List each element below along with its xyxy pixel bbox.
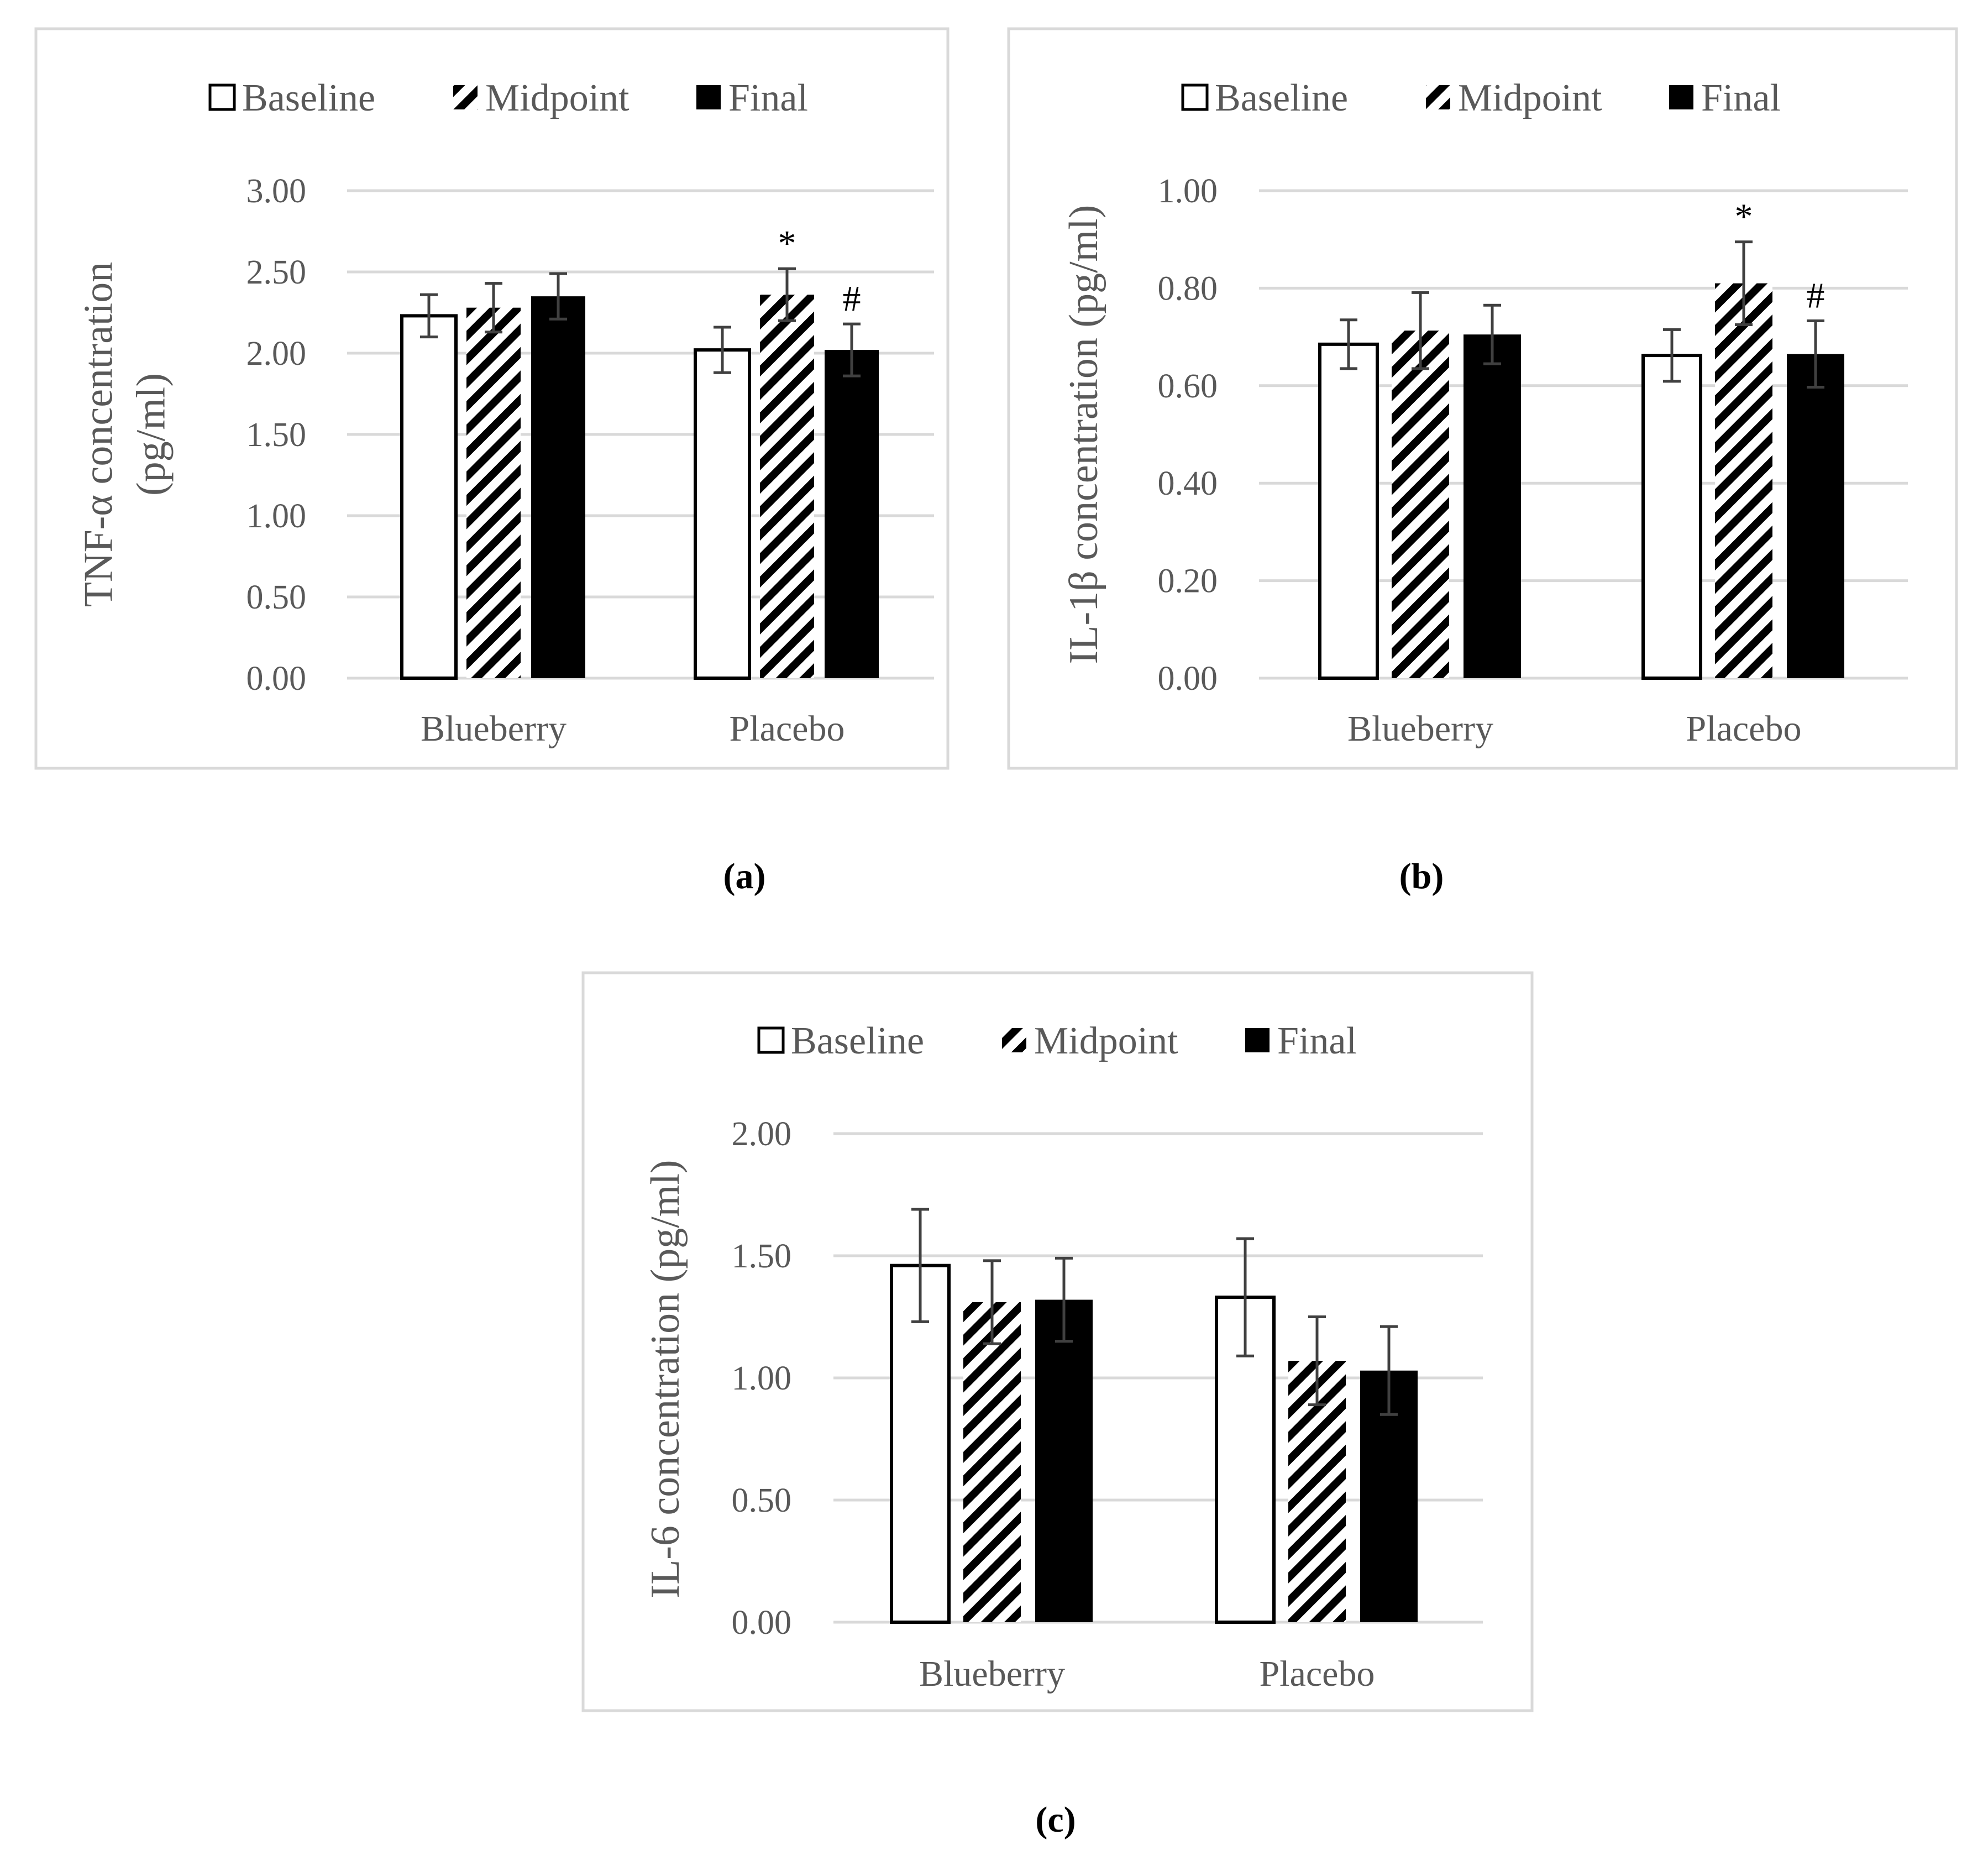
y-tick-label: 1.50 bbox=[246, 416, 307, 454]
y-tick-label: 0.40 bbox=[1158, 465, 1218, 502]
y-tick-label: 0.50 bbox=[732, 1482, 792, 1519]
chart-panel-1: 0.00 0.50 1.00 1.50 2.00 2.50 3.00 * # Blueberry P… bbox=[34, 27, 950, 770]
error-bar bbox=[911, 1208, 929, 1323]
legend-swatch-final bbox=[1245, 1028, 1270, 1052]
y-axis-label: TNF-α concentration bbox=[76, 262, 122, 607]
y-tick-label: 1.00 bbox=[246, 497, 307, 535]
legend-label-midpoint: Midpoint bbox=[485, 77, 630, 119]
y-tick-label: 2.00 bbox=[732, 1115, 792, 1153]
error-bar bbox=[549, 272, 567, 321]
bar-final-placebo bbox=[825, 350, 879, 678]
legend-swatch-midpoint bbox=[453, 85, 478, 109]
error-bar bbox=[1380, 1325, 1398, 1416]
legend-label-final: Final bbox=[1277, 1020, 1357, 1062]
legend-label-baseline: Baseline bbox=[242, 77, 375, 119]
x-category-label: Blueberry bbox=[1347, 709, 1493, 749]
chart-panel-3: 0.00 0.50 1.00 1.50 2.00 Blueberry Placebo IL-6… bbox=[581, 971, 1534, 1712]
legend-swatch-baseline bbox=[1181, 83, 1209, 111]
significance-hash: # bbox=[843, 279, 861, 319]
legend-swatch-final bbox=[696, 85, 721, 109]
y-axis-label: IL-1β concentration (pg/ml) bbox=[1061, 205, 1106, 664]
bar-baseline-placebo bbox=[1641, 354, 1702, 680]
y-tick-label: 1.50 bbox=[732, 1238, 792, 1275]
y-tick-label: 0.80 bbox=[1158, 270, 1218, 307]
y-tick-label: 1.00 bbox=[1158, 172, 1218, 210]
error-bar bbox=[1055, 1256, 1073, 1343]
legend-label-baseline: Baseline bbox=[1215, 77, 1348, 119]
bar-final-blueberry bbox=[531, 296, 585, 678]
y-axis-label: IL-6 concentration (pg/ml) bbox=[643, 1160, 688, 1598]
panel-label: (b) bbox=[1399, 856, 1444, 896]
legend-swatch-final bbox=[1669, 85, 1693, 109]
legend-label-midpoint: Midpoint bbox=[1034, 1020, 1178, 1062]
legend-label-baseline: Baseline bbox=[791, 1020, 924, 1062]
bar-baseline-blueberry bbox=[400, 314, 458, 680]
error-bar bbox=[1236, 1237, 1254, 1357]
chart-panel-2: 0.00 0.20 0.40 0.60 0.80 1.00 * # Blueberry Place… bbox=[1007, 27, 1958, 770]
legend-swatch-midpoint bbox=[1426, 85, 1450, 109]
error-bar bbox=[1483, 303, 1501, 365]
y-tick-label: 3.00 bbox=[246, 172, 307, 210]
error-bar bbox=[983, 1259, 1001, 1345]
y-tick-label: 1.00 bbox=[732, 1360, 792, 1397]
y-tick-label: 0.60 bbox=[1158, 368, 1218, 405]
legend-label-final: Final bbox=[728, 77, 808, 119]
legend: Baseline Midpoint Final bbox=[208, 77, 808, 119]
legend-label-midpoint: Midpoint bbox=[1458, 77, 1602, 119]
legend-swatch-baseline bbox=[208, 83, 236, 111]
error-bar bbox=[1340, 318, 1357, 370]
bar-baseline-blueberry bbox=[1318, 342, 1379, 680]
y-tick-label: 0.00 bbox=[732, 1604, 792, 1642]
error-bar bbox=[420, 293, 438, 339]
bar-midpoint-blueberry bbox=[963, 1302, 1021, 1622]
error-bar bbox=[714, 326, 731, 374]
bar-midpoint-blueberry bbox=[466, 307, 521, 678]
y-tick-label: 2.00 bbox=[246, 335, 307, 373]
x-category-label: Placebo bbox=[1260, 1654, 1375, 1694]
error-bar bbox=[1735, 240, 1753, 327]
legend-label-final: Final bbox=[1701, 77, 1781, 119]
error-bar bbox=[843, 322, 861, 378]
legend-swatch-baseline bbox=[757, 1026, 785, 1054]
y-tick-label: 0.00 bbox=[1158, 660, 1218, 698]
panel-label: (a) bbox=[723, 856, 766, 896]
y-tick-label: 0.50 bbox=[246, 579, 307, 616]
x-category-label: Placebo bbox=[1686, 709, 1802, 749]
bar-final-blueberry bbox=[1464, 334, 1521, 678]
x-category-label: Placebo bbox=[730, 709, 845, 749]
significance-hash: # bbox=[1807, 275, 1825, 316]
bar-midpoint-placebo bbox=[1715, 283, 1772, 678]
y-tick-label: 0.20 bbox=[1158, 563, 1218, 600]
error-bar bbox=[485, 282, 502, 334]
significance-asterisk: * bbox=[778, 223, 796, 264]
bar-baseline-placebo bbox=[694, 348, 751, 680]
error-bar bbox=[778, 267, 796, 322]
y-tick-label: 2.50 bbox=[246, 254, 307, 291]
bar-final-placebo bbox=[1787, 354, 1844, 678]
legend-swatch-midpoint bbox=[1002, 1028, 1026, 1052]
y-tick-label: 0.00 bbox=[246, 660, 307, 698]
legend: Baseline Midpoint Final bbox=[1181, 77, 1781, 119]
x-category-label: Blueberry bbox=[919, 1654, 1065, 1694]
y-axis-label: (pg/ml) bbox=[129, 373, 174, 496]
x-category-label: Blueberry bbox=[421, 709, 566, 749]
significance-asterisk: * bbox=[1735, 197, 1753, 237]
bar-final-blueberry bbox=[1035, 1299, 1093, 1622]
panel-label: (c) bbox=[1035, 1800, 1076, 1840]
bar-midpoint-blueberry bbox=[1392, 331, 1449, 678]
error-bar bbox=[1807, 319, 1824, 389]
error-bar bbox=[1412, 291, 1429, 370]
bar-midpoint-placebo bbox=[760, 295, 814, 678]
error-bar bbox=[1308, 1315, 1326, 1407]
legend: Baseline Midpoint Final bbox=[757, 1020, 1357, 1062]
error-bar bbox=[1663, 328, 1681, 383]
